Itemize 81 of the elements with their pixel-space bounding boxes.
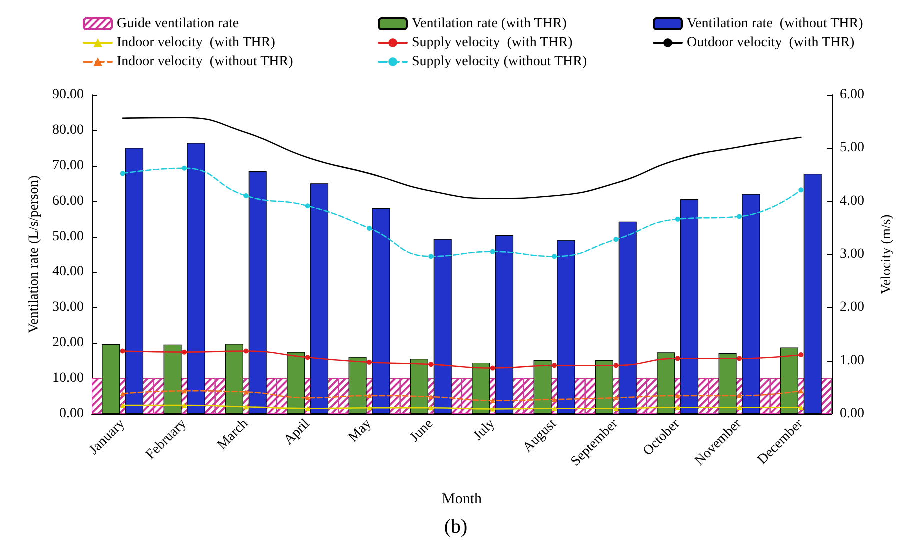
x-tick-label: July <box>471 416 498 444</box>
point <box>798 352 804 358</box>
point <box>675 216 680 222</box>
point <box>182 388 187 394</box>
legend-label: Outdoor velocity (with THR) <box>687 36 856 50</box>
point <box>182 350 187 355</box>
y-tick-label: 30.00 <box>52 300 84 316</box>
text: (b) <box>444 516 468 538</box>
line-series <box>122 117 802 200</box>
point <box>737 405 742 410</box>
point <box>552 254 557 260</box>
y-tick-label: 80.00 <box>52 122 84 138</box>
y2-tick-label: 6.00 <box>840 88 864 102</box>
y-tick-label: 40.00 <box>52 264 84 280</box>
legend-label: Supply velocity (with THR) <box>412 36 574 50</box>
y2-tick-label: 4.00 <box>840 194 864 209</box>
y-tick-label: 50.00 <box>52 229 84 244</box>
point <box>182 402 187 408</box>
point <box>798 388 804 394</box>
point <box>367 226 372 231</box>
point <box>675 393 680 398</box>
point <box>305 204 310 209</box>
point <box>737 214 742 220</box>
point <box>305 355 310 360</box>
point <box>675 405 680 410</box>
point <box>490 366 496 371</box>
legend-label: Ventilation rate (with THR) <box>412 16 568 32</box>
y-tick-label: 90.00 <box>52 88 84 102</box>
point <box>614 406 619 412</box>
point <box>305 406 310 412</box>
point <box>428 254 434 260</box>
y2-tick-label: 5.00 <box>840 140 864 156</box>
legend-label: Ventilation rate (without THR) <box>687 16 864 32</box>
y2-tick-label: 0.00 <box>840 406 864 422</box>
legend-label: Indoor velocity (without THR) <box>117 54 294 70</box>
point <box>367 360 372 365</box>
y-tick-label: 60.00 <box>52 194 84 209</box>
point <box>490 406 496 412</box>
point <box>798 405 804 410</box>
x-tick-label: May <box>346 416 375 446</box>
y-tick-label: 0.00 <box>60 406 84 422</box>
point <box>367 406 372 411</box>
point <box>490 398 496 404</box>
y2-tick-label: 1.00 <box>840 353 864 368</box>
point <box>244 390 249 395</box>
point <box>614 237 619 242</box>
x-axis-title: Month <box>442 492 482 508</box>
legend-label: Supply velocity (without THR) <box>412 54 588 70</box>
point <box>428 406 434 411</box>
point <box>244 194 249 199</box>
legend-label: Indoor velocity (with THR) <box>117 36 276 50</box>
legend-label: Guide ventilation rate <box>117 16 240 32</box>
y-tick-label: 20.00 <box>52 336 84 351</box>
point <box>182 166 187 171</box>
point <box>552 397 557 402</box>
point <box>244 348 249 354</box>
y2-tick-label: 2.00 <box>840 300 864 316</box>
point <box>367 393 372 398</box>
x-tick-label: June <box>408 416 436 446</box>
point <box>737 393 742 398</box>
point <box>120 391 126 396</box>
point <box>120 171 126 176</box>
y-tick-label: 70.00 <box>52 158 84 174</box>
point <box>552 406 557 412</box>
point <box>614 396 619 401</box>
point <box>552 363 557 368</box>
y-axis-title: Ventilation rate (L/s/person) <box>27 175 42 334</box>
y2-axis-title: Velocity (m/s) <box>880 214 894 294</box>
point <box>798 188 804 193</box>
point <box>737 356 742 362</box>
y-tick-label: 10.00 <box>52 371 84 386</box>
point <box>490 249 496 254</box>
point <box>120 348 126 354</box>
point <box>675 356 680 362</box>
point <box>244 404 249 410</box>
point <box>428 362 434 368</box>
point <box>120 402 126 408</box>
y2-tick-label: 3.00 <box>840 247 864 262</box>
point <box>428 394 434 400</box>
point <box>614 363 619 368</box>
point <box>305 396 310 401</box>
